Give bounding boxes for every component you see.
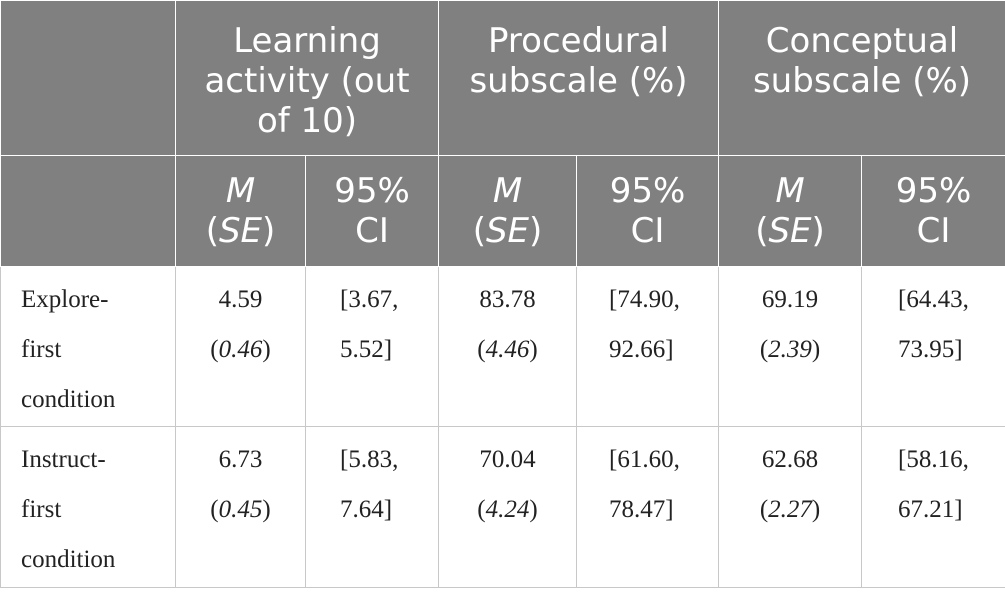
table-row: Instruct- first condition 6.73 (0.45) [5… xyxy=(0,426,1005,588)
subheader-ci: 95% CI xyxy=(861,155,1005,267)
subheader-m-se: M (SE) xyxy=(438,155,577,267)
cell-ci: [5.83, 7.64] xyxy=(305,426,439,588)
cell-mean-se: 62.68 (2.27) xyxy=(718,426,863,588)
header-learning-activity: Learning activity (out of 10) xyxy=(175,0,439,156)
header-corner xyxy=(0,0,176,156)
cell-ci: [61.60, 78.47] xyxy=(575,426,720,588)
cell-ci: [64.43, 73.95] xyxy=(861,266,1005,427)
cell-mean-se: 83.78 (4.46) xyxy=(438,266,577,427)
cell-mean-se: 6.73 (0.45) xyxy=(175,426,306,588)
cell-mean-se: 4.59 (0.46) xyxy=(175,266,306,427)
subheader-m-se: M (SE) xyxy=(175,155,306,267)
subheader-ci: 95% CI xyxy=(575,155,720,267)
header-row-groups: Learning activity (out of 10) Procedural… xyxy=(0,0,1005,156)
subheader-m-se: M (SE) xyxy=(718,155,863,267)
subheader-ci: 95% CI xyxy=(305,155,439,267)
table-row: Explore- first condition 4.59 (0.46) [3.… xyxy=(0,266,1005,427)
results-table: Learning activity (out of 10) Procedural… xyxy=(0,0,1005,588)
cell-ci: [58.16, 67.21] xyxy=(861,426,1005,588)
header-procedural-subscale: Procedural subscale (%) xyxy=(437,0,720,156)
cell-ci: [3.67, 5.52] xyxy=(305,266,439,427)
cell-mean-se: 69.19 (2.39) xyxy=(718,266,863,427)
row-label-explore-first: Explore- first condition xyxy=(0,266,176,427)
cell-mean-se: 70.04 (4.24) xyxy=(438,426,577,588)
cell-ci: [74.90, 92.66] xyxy=(575,266,720,427)
subheader-corner xyxy=(0,155,176,267)
header-row-stats: M (SE) 95% CI M (SE) 95% CI M (SE) 95% C… xyxy=(0,155,1005,267)
header-conceptual-subscale: Conceptual subscale (%) xyxy=(718,0,1005,156)
row-label-instruct-first: Instruct- first condition xyxy=(0,426,176,588)
